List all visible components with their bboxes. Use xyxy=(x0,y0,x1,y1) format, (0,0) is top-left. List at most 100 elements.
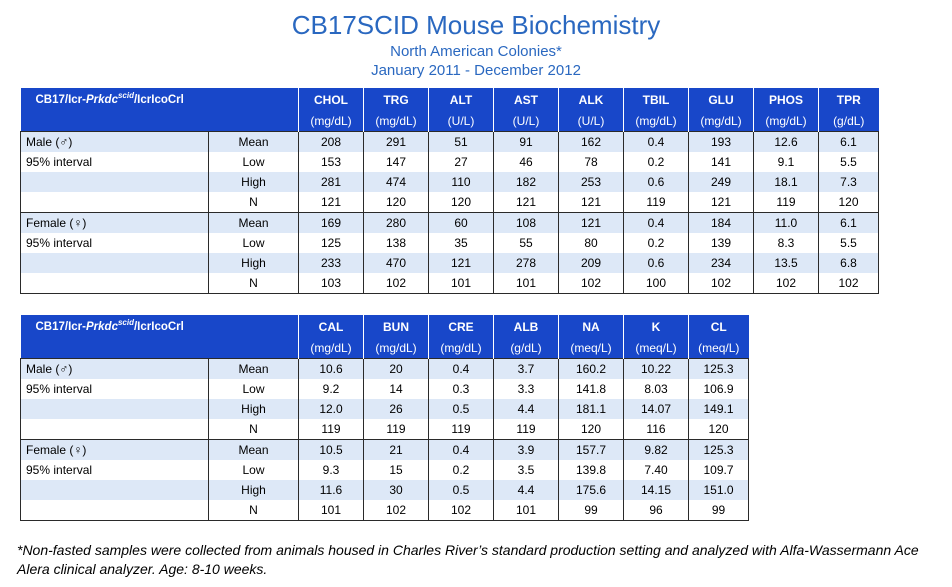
cell-value: 4.4 xyxy=(493,480,559,500)
cell-value: 141 xyxy=(688,152,754,172)
column-unit-alb: (g/dL) xyxy=(493,338,559,359)
column-header-trg: TRG xyxy=(363,88,429,111)
cell-value: 30 xyxy=(363,480,429,500)
cell-value: 160.2 xyxy=(558,358,624,379)
stat-label: High xyxy=(208,480,299,500)
cell-value: 6.1 xyxy=(818,131,879,152)
table-row: High 233 470 121 278 209 0.6 234 13.5 6.8 xyxy=(20,253,879,273)
cell-value: 138 xyxy=(363,233,429,253)
date-range: January 2011 - December 2012 xyxy=(371,62,581,79)
cell-value: 3.9 xyxy=(493,439,559,460)
cell-value: 119 xyxy=(428,419,494,440)
column-header-ast: AST xyxy=(493,88,559,111)
table-row: N 121 120 120 121 121 119 121 119 120 xyxy=(20,192,879,213)
group-interval-label: 95% interval xyxy=(20,152,209,172)
group-interval-label: 95% interval xyxy=(20,233,209,253)
table-row: 95% interval Low 9.2 14 0.3 3.3 141.8 8.03 106.9 xyxy=(20,379,749,399)
column-header-cre: CRE xyxy=(428,315,494,338)
cell-value: 291 xyxy=(363,131,429,152)
cell-value: 51 xyxy=(428,131,494,152)
strain-prefix: CB17/Icr- xyxy=(35,93,87,106)
column-unit-alt: (U/L) xyxy=(428,111,494,132)
cell-value: 0.4 xyxy=(428,358,494,379)
cell-value: 157.7 xyxy=(558,439,624,460)
cell-value: 147 xyxy=(363,152,429,172)
cell-value: 9.3 xyxy=(298,460,364,480)
cell-value: 470 xyxy=(363,253,429,273)
cell-value: 102 xyxy=(688,273,754,294)
cell-value: 0.2 xyxy=(428,460,494,480)
cell-value: 233 xyxy=(298,253,364,273)
biochemistry-table-2: CB17/Icr-Prkdcscid/IcrIcoCrl CAL BUN CRE ALB… xyxy=(20,315,749,521)
group-interval-label: 95% interval xyxy=(20,460,209,480)
strain-prefix: CB17/Icr- xyxy=(35,320,87,333)
cell-value: 4.4 xyxy=(493,399,559,419)
cell-value: 106.9 xyxy=(688,379,749,399)
strain-superscript: scid xyxy=(117,317,134,327)
group-label-empty xyxy=(20,399,209,419)
stat-label: High xyxy=(208,172,299,192)
strain-suffix: /IcrIcoCrl xyxy=(133,320,184,333)
page-subtitle: North American Colonies* xyxy=(390,43,562,60)
cell-value: 5.5 xyxy=(818,152,879,172)
cell-value: 120 xyxy=(363,192,429,213)
page-title: CB17SCID Mouse Biochemistry xyxy=(291,10,661,40)
cell-value: 209 xyxy=(558,253,624,273)
table-row: High 12.0 26 0.5 4.4 181.1 14.07 149.1 xyxy=(20,399,749,419)
column-unit-na: (meq/L) xyxy=(558,338,624,359)
column-header-alb: ALB xyxy=(493,315,559,338)
cell-value: 102 xyxy=(363,500,429,521)
cell-value: 96 xyxy=(623,500,689,521)
cell-value: 3.5 xyxy=(493,460,559,480)
cell-value: 99 xyxy=(558,500,624,521)
cell-value: 13.5 xyxy=(753,253,819,273)
group-interval-label: 95% interval xyxy=(20,379,209,399)
cell-value: 0.4 xyxy=(623,212,689,233)
cell-value: 108 xyxy=(493,212,559,233)
cell-value: 3.3 xyxy=(493,379,559,399)
column-header-tpr: TPR xyxy=(818,88,879,111)
table-row: N 103 102 101 101 102 100 102 102 102 xyxy=(20,273,879,294)
group-sex-label: Male (♂) xyxy=(20,131,209,152)
footnote: *Non-fasted samples were collected from … xyxy=(17,542,919,577)
cell-value: 10.22 xyxy=(623,358,689,379)
cell-value: 20 xyxy=(363,358,429,379)
table-row: High 11.6 30 0.5 4.4 175.6 14.15 151.0 xyxy=(20,480,749,500)
cell-value: 281 xyxy=(298,172,364,192)
stat-label: Low xyxy=(208,233,299,253)
cell-value: 253 xyxy=(558,172,624,192)
cell-value: 11.0 xyxy=(753,212,819,233)
cell-value: 7.3 xyxy=(818,172,879,192)
table-row: High 281 474 110 182 253 0.6 249 18.1 7.3 xyxy=(20,172,879,192)
cell-value: 149.1 xyxy=(688,399,749,419)
cell-value: 175.6 xyxy=(558,480,624,500)
column-header-phos: PHOS xyxy=(753,88,819,111)
cell-value: 12.0 xyxy=(298,399,364,419)
cell-value: 110 xyxy=(428,172,494,192)
table-row: Male (♂) Mean 208 291 51 91 162 0.4 193 12.6 6.1 xyxy=(20,131,879,152)
group-label-empty xyxy=(20,172,209,192)
cell-value: 109.7 xyxy=(688,460,749,480)
cell-value: 181.1 xyxy=(558,399,624,419)
cell-value: 10.5 xyxy=(298,439,364,460)
stat-label: Mean xyxy=(208,358,299,379)
cell-value: 153 xyxy=(298,152,364,172)
cell-value: 119 xyxy=(363,419,429,440)
cell-value: 35 xyxy=(428,233,494,253)
strain-superscript: scid xyxy=(117,90,134,100)
cell-value: 102 xyxy=(753,273,819,294)
column-header-k: K xyxy=(623,315,689,338)
group-label-empty xyxy=(20,253,209,273)
cell-value: 474 xyxy=(363,172,429,192)
column-header-tbil: TBIL xyxy=(623,88,689,111)
cell-value: 14.15 xyxy=(623,480,689,500)
cell-value: 102 xyxy=(558,273,624,294)
cell-value: 0.4 xyxy=(428,439,494,460)
cell-value: 120 xyxy=(818,192,879,213)
cell-value: 120 xyxy=(558,419,624,440)
cell-value: 125 xyxy=(298,233,364,253)
group-sex-label: Female (♀) xyxy=(20,212,209,233)
cell-value: 208 xyxy=(298,131,364,152)
cell-value: 121 xyxy=(558,212,624,233)
cell-value: 121 xyxy=(558,192,624,213)
